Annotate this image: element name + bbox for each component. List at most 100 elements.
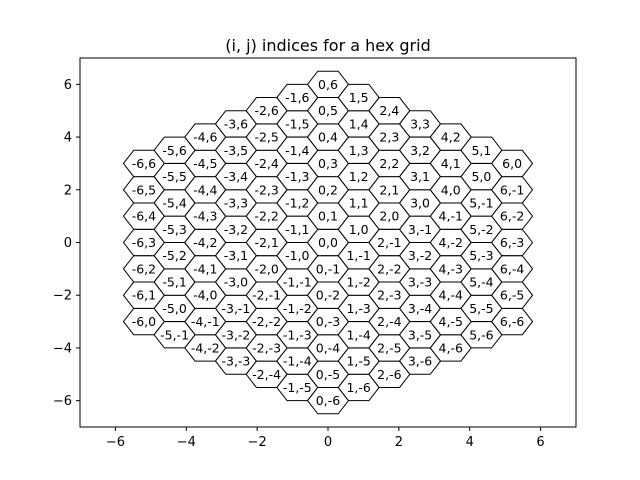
hex-cell-label: 4,-4 [439,288,463,303]
hex-cell-label: 2,0 [379,209,399,224]
hex-cell-label: 0,-5 [316,367,340,382]
hex-cell-label: -1,-3 [283,327,312,342]
hex-cell-label: -4,4 [193,182,217,197]
hex-cell-label: -6,1 [132,288,156,303]
y-tick-label: −6 [53,394,72,409]
hex-cell [491,149,534,178]
hex-cell-label: 2,-5 [377,340,401,355]
hex-cell-label: 4,2 [441,130,461,145]
hex-cell-label: -4,6 [193,130,217,145]
hex-cell-label: 5,-6 [469,327,493,342]
x-tick-label: 4 [466,435,474,450]
x-tick-label: 6 [536,435,544,450]
hex-cell-label: 6,-6 [500,314,524,329]
hex-cell-label: 3,-1 [408,222,432,237]
hex-cell-label: 5,-4 [469,275,493,290]
hex-cell-label: 2,4 [379,103,399,118]
hex-cell-label: 2,2 [379,156,399,171]
y-tick-label: 0 [64,236,72,251]
hex-cells: -6,0 -6,1 -6,2 -6,3 -6,4 -6,5 -6,6 -5,-1 -5,0 -5,… [122,70,534,415]
hex-cell-label: 1,-1 [346,248,370,263]
hex-cell-label: -1,1 [285,222,309,237]
hex-cell-label: -6,3 [132,235,156,250]
hex-cell-label: -3,6 [224,116,248,131]
hex-cell-label: 0,2 [318,182,338,197]
hex-cell-label: 0,5 [318,103,338,118]
hex-cell-label: 5,-3 [469,248,493,263]
hex-cell-label: -1,5 [285,116,309,131]
hex-cell-label: 2,3 [379,130,399,145]
hex-cell-label: -3,3 [224,195,248,210]
hex-cell-label: -1,-4 [283,354,312,369]
hex-cell-label: 3,-5 [408,327,432,342]
hex-cell-label: -5,-1 [160,327,189,342]
hex-cell-label: 0,-3 [316,314,340,329]
hex-cell-label: -3,0 [224,275,248,290]
hex-cell-label: -1,-2 [283,301,312,316]
hex-cell-label: 4,0 [441,182,461,197]
hex-cell-label: 1,0 [349,222,369,237]
hex-cell-label: 0,-1 [316,261,340,276]
hex-cell-label: 6,-1 [500,182,524,197]
hex-cell-label: 2,-6 [377,367,401,382]
hex-cell-label: 5,0 [471,169,491,184]
chart-title: (i, j) indices for a hex grid [225,36,430,55]
x-tick-label: −2 [248,435,267,450]
x-tick-label: 2 [395,435,403,450]
hex-cell-label: -3,5 [224,143,248,158]
hex-cell-label: -6,0 [132,314,156,329]
hex-cell-label: 1,1 [349,195,369,210]
hex-cell-label: -1,0 [285,248,309,263]
hex-cell-label: 3,3 [410,116,430,131]
hex-cell-label: 1,2 [349,169,369,184]
hex-cell-label: 4,-3 [439,261,463,276]
hex-cell-label: 3,-3 [408,275,432,290]
hex-cell-label: 1,4 [349,116,369,131]
hex-cell-label: 0,-2 [316,288,340,303]
hex-cell-label: -5,1 [162,275,186,290]
hex-cell-label: -2,2 [254,209,278,224]
hex-cell-label: 5,-2 [469,222,493,237]
hex-cell-label: -4,5 [193,156,217,171]
hex-cell-label: 2,-1 [377,235,401,250]
hex-cell-label: -2,0 [254,261,278,276]
hex-cell-label: -1,-1 [283,275,312,290]
hex-cell-label: -4,2 [193,235,217,250]
hex-cell-label: -1,4 [285,143,309,158]
x-tick-label: 0 [324,435,332,450]
y-tick-label: 6 [64,78,72,93]
hex-cell-label: 1,5 [349,90,369,105]
hex-cell-label: 0,4 [318,130,338,145]
hex-cell-label: 5,1 [471,143,491,158]
hex-cell-label: -6,5 [132,182,156,197]
hex-cell-label: 1,3 [349,143,369,158]
hex-cell-label: -5,5 [162,169,186,184]
hex-cell-label: 2,1 [379,182,399,197]
hex-cell-label: -4,3 [193,209,217,224]
hex-cell-label: -6,6 [132,156,156,171]
hex-cell-label: -2,-4 [252,367,281,382]
hex-cell-label: -1,3 [285,169,309,184]
hex-cell-label: 5,-5 [469,301,493,316]
hex-cell-label: -2,4 [254,156,278,171]
y-tick-label: −2 [53,289,72,304]
hex-cell-label: -3,-3 [221,354,250,369]
hex-cell-label: -3,-1 [221,301,250,316]
hex-cell-label: 6,-4 [500,261,524,276]
hex-cell-label: 5,-1 [469,195,493,210]
hex-cell-label: -3,2 [224,222,248,237]
hex-cell-label: 1,-3 [346,301,370,316]
hex-cell-label: 0,0 [318,235,338,250]
hex-cell-label: 3,2 [410,143,430,158]
hex-cell-label: 4,1 [441,156,461,171]
hex-cell-label: -5,0 [162,301,186,316]
hex-cell-label: 1,-4 [346,327,370,342]
hex-cell-label: -5,6 [162,143,186,158]
hex-cell-label: 1,-6 [346,380,370,395]
hex-cell-label: -5,3 [162,222,186,237]
hex-cell-label: 2,-2 [377,261,401,276]
hex-cell-label: 1,-2 [346,275,370,290]
hex-cell-label: -2,1 [254,235,278,250]
y-tick-label: 4 [64,131,72,146]
hex-cell-label: -1,-5 [283,380,312,395]
